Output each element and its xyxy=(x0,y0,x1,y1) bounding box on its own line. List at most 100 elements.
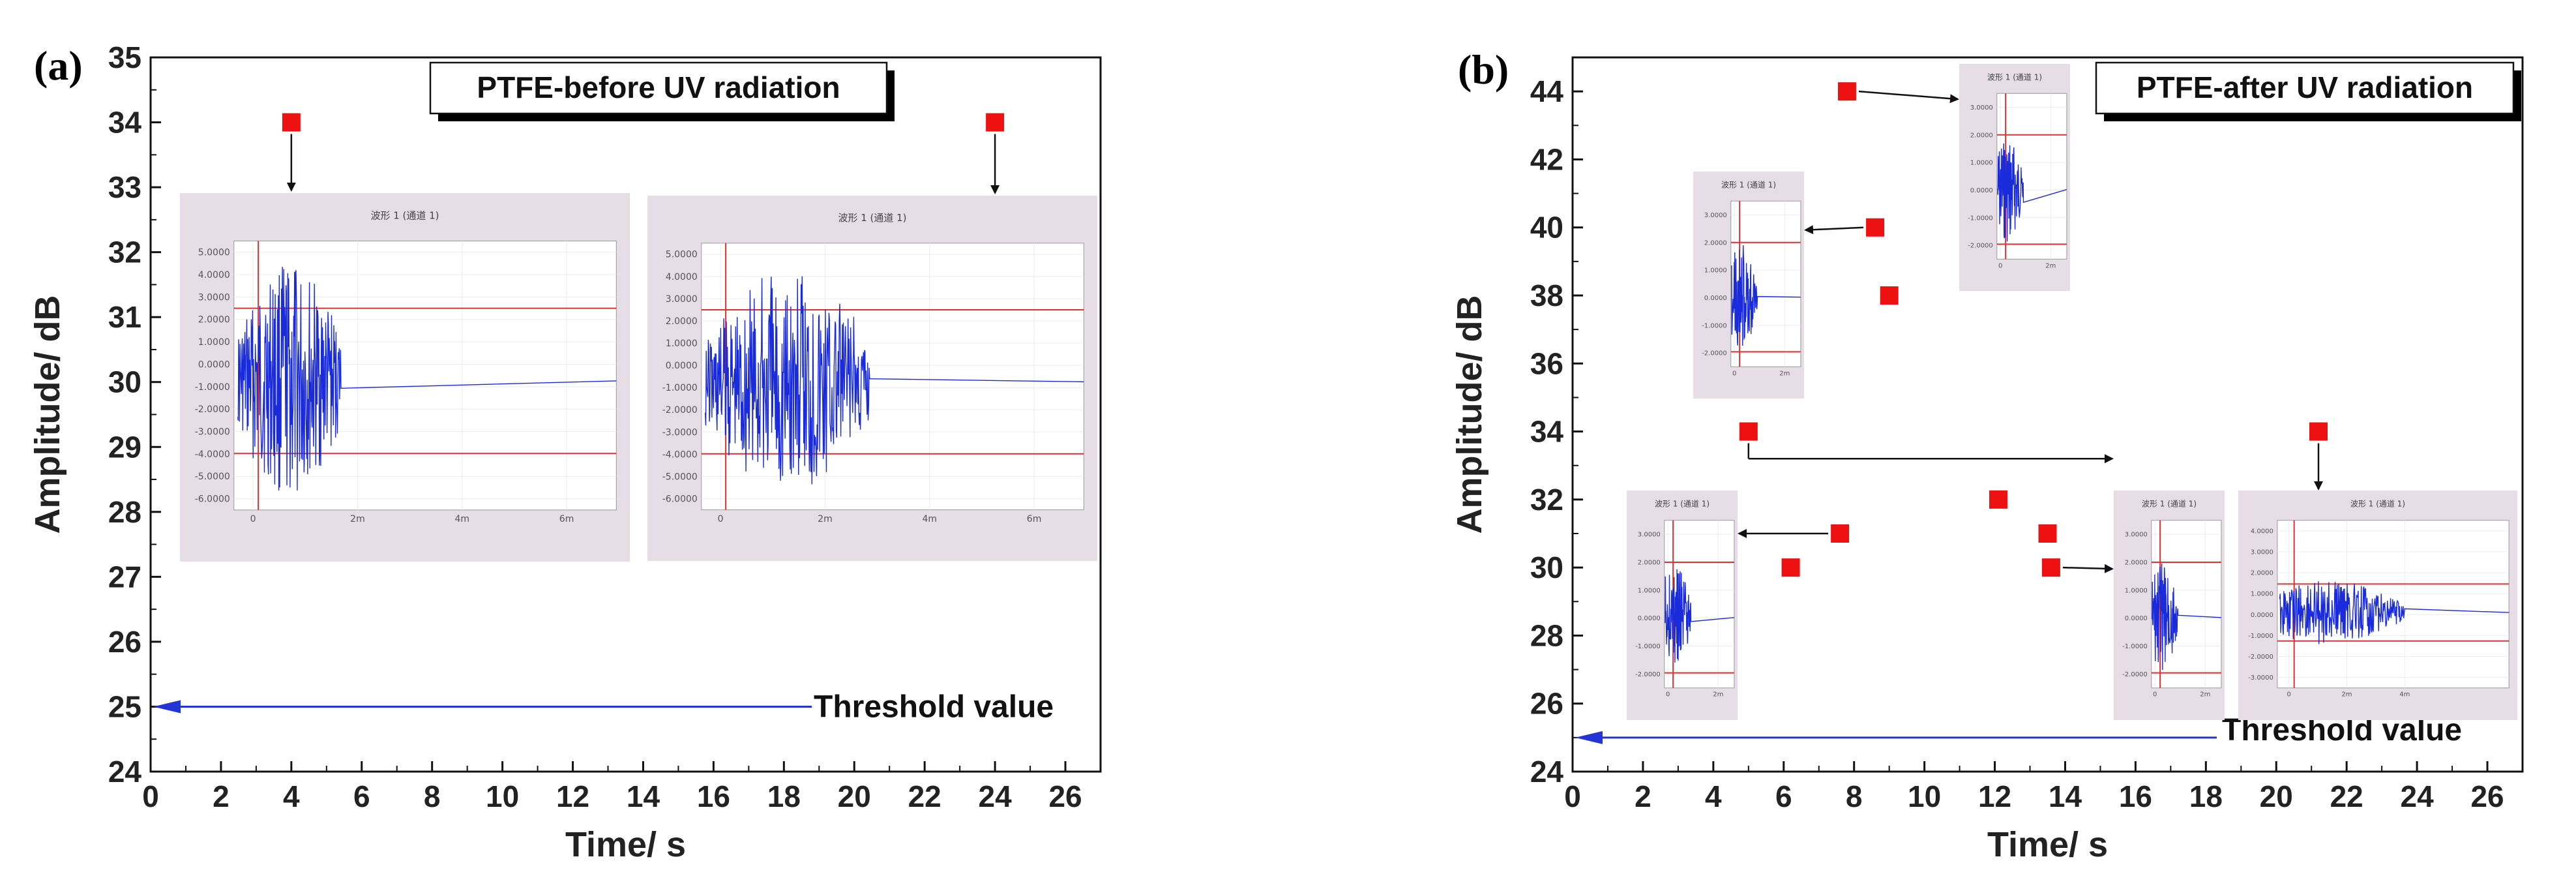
threshold-label: Threshold value xyxy=(814,689,1054,724)
inset-y-tick: -1.0000 xyxy=(1968,215,1993,222)
inset-x-tick: 4m xyxy=(454,514,469,524)
inset-y-tick: 0.0000 xyxy=(666,361,698,371)
y-tick-label: 24 xyxy=(108,755,142,789)
inset-waveform: 波形 1 (通道 1) 3.0000 2.0000 1.0000 0.0000 -1.00… xyxy=(1693,172,1804,399)
inset-x-tick: 4m xyxy=(922,514,937,524)
inset-y-tick: -2.0000 xyxy=(1702,350,1727,357)
inset-x-tick: 2m xyxy=(2045,262,2056,269)
annotation-arrow xyxy=(1804,225,1864,235)
y-tick-label: 34 xyxy=(1530,415,1564,449)
inset-y-tick: 3.0000 xyxy=(1704,212,1727,219)
inset-y-tick: 1.0000 xyxy=(1638,587,1661,594)
inset-y-tick: 0.0000 xyxy=(2251,612,2273,619)
inset-y-tick: 5.0000 xyxy=(198,248,230,258)
inset-waveform-trace xyxy=(1731,245,1801,346)
inset-waveform: 波形 1 (通道 1) 3.0000 2.0000 1.0000 0.0000 -1.00… xyxy=(2114,490,2225,720)
y-tick-label: 31 xyxy=(108,300,141,334)
inset-y-tick: 2.0000 xyxy=(2251,570,2273,577)
y-tick-label: 25 xyxy=(108,689,141,723)
x-tick-label: 6 xyxy=(353,779,370,813)
inset-x-tick: 0 xyxy=(2153,691,2157,699)
inset-y-tick: -2.0000 xyxy=(1968,243,1993,250)
legend-box xyxy=(429,61,888,115)
inset-y-tick: 1.0000 xyxy=(2125,587,2148,594)
inset-y-tick: 4.0000 xyxy=(666,272,698,282)
x-tick-label: 4 xyxy=(1705,779,1722,813)
data-point xyxy=(2041,558,2060,577)
x-tick-label: 16 xyxy=(697,779,730,813)
inset-waveform: 波形 1 (通道 1) 4.0000 3.0000 2.0000 1.0000 0.000… xyxy=(2238,490,2517,720)
x-tick-label: 2 xyxy=(1635,779,1651,813)
inset-y-tick: -2.0000 xyxy=(2248,654,2273,661)
inset-y-tick: -2.0000 xyxy=(1635,671,1661,678)
x-tick-label: 8 xyxy=(424,779,441,813)
x-tick-label: 0 xyxy=(1564,779,1581,813)
inset-waveform: 波形 1 (通道 1) 5.0000 4.0000 3.0000 2.0000 1.000… xyxy=(180,193,630,562)
inset-y-tick: 3.0000 xyxy=(1638,532,1661,539)
chart-panel-a: 0 2 4 6 8 10 12 14 16 18 20 22 24 2624252627282930313… xyxy=(28,40,1102,864)
inset-y-tick: 4.0000 xyxy=(2251,528,2273,535)
data-point xyxy=(2309,422,2328,441)
x-tick-label: 6 xyxy=(1775,779,1792,813)
legend-box xyxy=(2095,61,2515,115)
inset-title: 波形 1 (通道 1) xyxy=(1987,72,2042,82)
inset-waveform-trace xyxy=(2279,581,2509,644)
data-point xyxy=(1837,82,1856,101)
inset-y-tick: -3.0000 xyxy=(2248,674,2273,682)
inset-x-tick: 2m xyxy=(1779,370,1790,377)
inset-y-tick: -1.0000 xyxy=(1635,643,1661,650)
y-tick-label: 26 xyxy=(1530,687,1563,721)
inset-y-tick: -5.0000 xyxy=(662,472,698,482)
inset-y-tick: 1.0000 xyxy=(666,339,698,349)
y-axis-title: Amplitude/ dB xyxy=(28,295,67,534)
inset-y-tick: 1.0000 xyxy=(2251,591,2273,598)
data-point xyxy=(1989,490,2007,509)
annotation-arrow xyxy=(1858,90,1959,104)
inset-y-tick: -4.0000 xyxy=(195,449,230,460)
x-tick-label: 26 xyxy=(1048,779,1082,813)
x-tick-label: 12 xyxy=(556,779,589,813)
y-tick-label: 33 xyxy=(108,170,141,204)
inset-waveform: 波形 1 (通道 1) 3.0000 2.0000 1.0000 0.0000 -1.00… xyxy=(1959,64,2070,291)
x-tick-label: 20 xyxy=(838,779,871,813)
inset-x-tick: 2m xyxy=(2341,691,2352,699)
x-tick-label: 18 xyxy=(767,779,801,813)
x-tick-label: 10 xyxy=(1908,779,1941,813)
inset-y-tick: 0.0000 xyxy=(1704,295,1727,302)
x-tick-label: 14 xyxy=(2049,779,2082,813)
inset-waveform-trace xyxy=(705,276,1084,485)
inset-x-tick: 0 xyxy=(1732,370,1736,377)
chart-panel-b: 0 2 4 6 8 10 12 14 16 18 20 22 24 2624262830323436384… xyxy=(1450,46,2524,864)
inset-x-tick: 0 xyxy=(718,514,724,524)
x-tick-label: 24 xyxy=(979,779,1013,813)
inset-y-tick: 2.0000 xyxy=(1970,132,1993,139)
threshold-arrowhead xyxy=(1575,731,1603,744)
inset-x-tick: 2m xyxy=(350,514,365,524)
inset-y-tick: 3.0000 xyxy=(666,294,698,305)
inset-y-tick: 0.0000 xyxy=(2125,615,2148,622)
inset-x-tick: 2m xyxy=(2200,691,2210,699)
y-tick-label: 40 xyxy=(1530,211,1563,245)
inset-x-tick: 6m xyxy=(1027,514,1042,524)
inset-waveform-trace xyxy=(1665,569,1734,663)
inset-y-tick: 1.0000 xyxy=(1970,160,1993,167)
y-tick-label: 36 xyxy=(1530,346,1563,380)
y-tick-label: 30 xyxy=(108,365,141,399)
inset-y-tick: -1.0000 xyxy=(662,383,698,393)
inset-y-tick: 2.0000 xyxy=(1638,560,1661,567)
data-point xyxy=(1739,422,1758,441)
data-point xyxy=(1781,558,1800,577)
x-tick-label: 10 xyxy=(486,779,519,813)
inset-y-tick: 0.0000 xyxy=(1970,187,1993,194)
y-tick-label: 24 xyxy=(1530,755,1564,789)
annotation-arrow xyxy=(2062,564,2114,573)
inset-y-tick: 2.0000 xyxy=(198,315,230,325)
data-point xyxy=(1880,286,1899,305)
y-tick-label: 28 xyxy=(1530,618,1563,652)
x-tick-label: 16 xyxy=(2119,779,2152,813)
data-point xyxy=(1831,524,1850,543)
y-tick-label: 29 xyxy=(108,430,141,464)
x-axis-title: Time/ s xyxy=(565,825,686,864)
inset-x-tick: 0 xyxy=(1666,691,1670,699)
y-tick-label: 35 xyxy=(108,40,141,74)
